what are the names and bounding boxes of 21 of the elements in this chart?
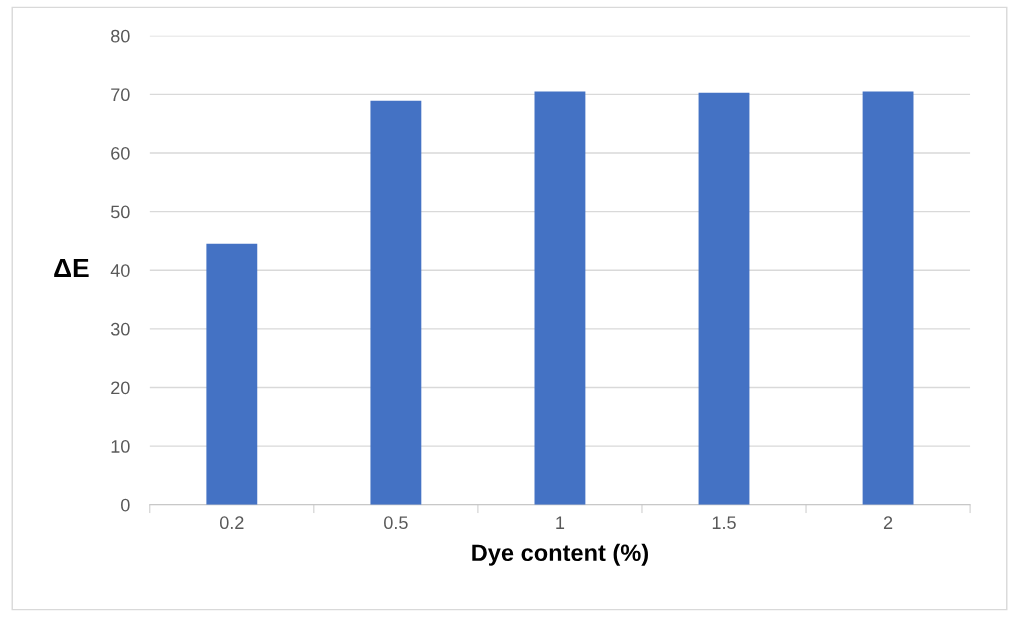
bar bbox=[534, 91, 586, 505]
bar bbox=[862, 91, 914, 505]
x-tick-label: 0.2 bbox=[219, 516, 244, 530]
y-tick-label: 10 bbox=[111, 440, 130, 453]
y-tick-label: 0 bbox=[121, 498, 130, 512]
bar bbox=[206, 243, 258, 505]
y-tick-label: 60 bbox=[111, 146, 130, 160]
y-axis-title: ΔE bbox=[54, 258, 89, 278]
x-tick-label: 2 bbox=[883, 516, 893, 529]
y-tick-label: 30 bbox=[110, 322, 130, 336]
x-tick-label: 1 bbox=[556, 516, 565, 529]
x-axis-title: Dye content (%) bbox=[472, 543, 648, 566]
bar bbox=[370, 100, 422, 505]
bar bbox=[698, 92, 750, 505]
y-tick-label: 50 bbox=[110, 205, 130, 219]
y-tick-label: 70 bbox=[111, 88, 130, 102]
y-tick-label: 40 bbox=[110, 264, 130, 277]
x-tick-label: 1.5 bbox=[712, 516, 736, 530]
y-tick-label: 20 bbox=[111, 381, 130, 395]
x-tick-label: 0.5 bbox=[384, 516, 408, 530]
y-tick-label: 80 bbox=[111, 29, 130, 43]
